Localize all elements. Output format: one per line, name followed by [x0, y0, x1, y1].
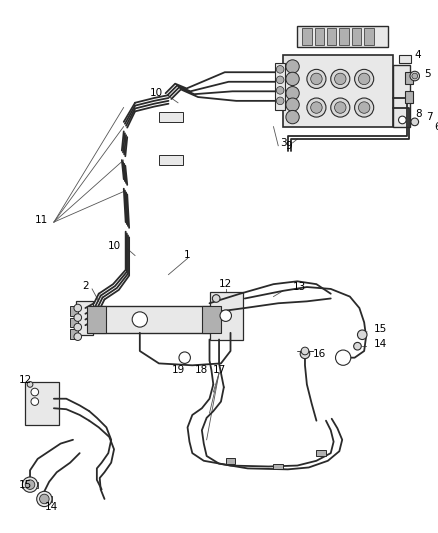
Circle shape: [286, 72, 299, 86]
Circle shape: [420, 118, 428, 126]
Circle shape: [286, 98, 299, 111]
Bar: [316, 450, 326, 456]
Text: 4: 4: [415, 50, 421, 60]
Bar: [273, 464, 283, 470]
Text: 14: 14: [44, 502, 58, 512]
Text: 10: 10: [149, 88, 162, 98]
Circle shape: [311, 73, 322, 85]
Circle shape: [276, 66, 284, 73]
Circle shape: [286, 60, 299, 73]
Bar: [70, 318, 78, 327]
Bar: [87, 306, 221, 333]
Bar: [70, 329, 78, 338]
Text: 12: 12: [18, 375, 32, 385]
Circle shape: [300, 349, 310, 359]
Circle shape: [410, 71, 420, 81]
Bar: [159, 112, 183, 122]
Text: 6: 6: [434, 122, 438, 132]
Text: 17: 17: [212, 365, 226, 375]
Circle shape: [27, 382, 33, 387]
Text: 15: 15: [374, 324, 387, 334]
Circle shape: [74, 333, 81, 341]
Circle shape: [412, 73, 417, 79]
Text: 16: 16: [313, 349, 326, 359]
Circle shape: [22, 477, 38, 492]
Text: 12: 12: [219, 279, 233, 289]
Circle shape: [179, 352, 191, 364]
Circle shape: [220, 310, 231, 321]
Circle shape: [335, 73, 346, 85]
Circle shape: [331, 69, 350, 88]
Bar: [327, 28, 336, 45]
Bar: [314, 28, 324, 45]
Text: 1: 1: [184, 249, 191, 260]
Bar: [70, 306, 78, 316]
Circle shape: [39, 494, 49, 504]
Circle shape: [355, 69, 374, 88]
Bar: [276, 63, 285, 110]
Bar: [339, 28, 349, 45]
Circle shape: [276, 86, 284, 94]
Circle shape: [331, 98, 350, 117]
Circle shape: [31, 388, 39, 396]
Text: 10: 10: [107, 241, 120, 251]
Bar: [25, 383, 59, 425]
Bar: [302, 28, 312, 45]
Circle shape: [74, 314, 81, 321]
Circle shape: [74, 304, 81, 312]
Text: 8: 8: [415, 109, 421, 119]
Bar: [364, 28, 374, 45]
Text: 13: 13: [293, 282, 306, 292]
Circle shape: [307, 98, 326, 117]
Circle shape: [74, 324, 81, 331]
Circle shape: [31, 398, 39, 406]
Bar: [283, 55, 393, 127]
Bar: [202, 306, 221, 333]
Circle shape: [357, 330, 367, 340]
Bar: [405, 91, 413, 103]
Circle shape: [286, 86, 299, 100]
Bar: [76, 301, 93, 335]
Text: 9: 9: [285, 141, 292, 151]
Text: 2: 2: [82, 281, 89, 291]
Circle shape: [336, 350, 351, 365]
Text: 3: 3: [280, 138, 287, 148]
Bar: [352, 28, 361, 45]
Circle shape: [353, 342, 361, 350]
Circle shape: [25, 480, 35, 489]
Bar: [159, 155, 183, 165]
Bar: [399, 55, 411, 63]
Text: 14: 14: [374, 340, 387, 349]
Circle shape: [399, 116, 406, 124]
Circle shape: [276, 76, 284, 84]
Bar: [297, 27, 388, 47]
Circle shape: [411, 118, 419, 126]
Circle shape: [307, 69, 326, 88]
Text: 18: 18: [195, 365, 208, 375]
Circle shape: [358, 73, 370, 85]
Circle shape: [286, 110, 299, 124]
Bar: [226, 458, 235, 464]
Bar: [405, 72, 413, 84]
Text: 5: 5: [424, 69, 431, 79]
Text: 15: 15: [18, 480, 32, 490]
Bar: [393, 64, 410, 127]
Circle shape: [311, 102, 322, 114]
Circle shape: [301, 347, 309, 355]
Text: 7: 7: [426, 112, 433, 122]
Circle shape: [37, 491, 52, 506]
Circle shape: [132, 312, 148, 327]
Text: 11: 11: [35, 215, 48, 225]
Bar: [87, 306, 106, 333]
Circle shape: [355, 98, 374, 117]
Circle shape: [335, 102, 346, 114]
Circle shape: [212, 295, 220, 302]
Circle shape: [276, 97, 284, 104]
Bar: [209, 292, 243, 340]
Circle shape: [358, 102, 370, 114]
Text: 19: 19: [171, 365, 185, 375]
